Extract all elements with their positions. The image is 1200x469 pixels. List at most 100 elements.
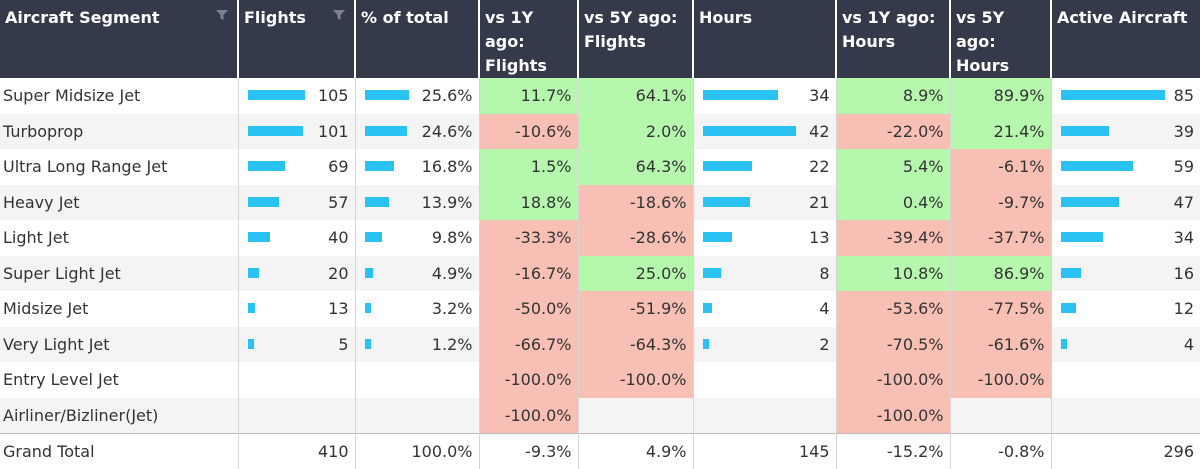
hours-vs-1y-cell: 10.8%: [836, 255, 951, 291]
hours-cell: [693, 362, 837, 398]
header-flights[interactable]: Flights: [238, 0, 356, 78]
hours-vs-1y-cell: 0.4%: [836, 184, 951, 220]
segment-name-cell: Ultra Long Range Jet: [0, 149, 239, 185]
hours-vs-1y-cell: -100.0%: [836, 362, 951, 398]
pct-total-cell-bar: [364, 232, 382, 242]
pct-total-cell: 4.9%: [355, 255, 480, 291]
active-aircraft-cell: 39: [1051, 113, 1200, 149]
table-row[interactable]: Entry Level Jet -100.0% -100.0% -100.0% -100…: [0, 362, 1200, 398]
pct-total-cell-bar: [364, 90, 409, 100]
total-hours: 145: [693, 432, 837, 469]
header-label: vs 5Y ago:: [956, 8, 1005, 51]
active-aircraft-cell-value: 4: [1183, 334, 1194, 354]
active-aircraft-cell-value: 39: [1173, 121, 1194, 141]
flights-cell: [238, 397, 356, 433]
hours-vs-1y-cell: -70.5%: [836, 326, 951, 362]
active-aircraft-cell: [1051, 362, 1200, 398]
flights-cell-value: 69: [328, 157, 349, 177]
sort-filter-icon[interactable]: [332, 5, 346, 20]
segment-name-cell: Turboprop: [0, 113, 239, 149]
table-row[interactable]: Light Jet 40 9.8% -33.3% -28.6% 13 -39.4% -37.7…: [0, 220, 1200, 256]
active-aircraft-cell-value: 34: [1173, 228, 1194, 248]
pct-total-cell: 16.8%: [355, 149, 480, 185]
hours-vs-5y-cell: -9.7%: [950, 184, 1052, 220]
table-body: Super Midsize Jet 105 25.6% 11.7% 64.1% 34 8.9…: [0, 78, 1200, 469]
header-label-line2: Hours: [956, 56, 1010, 75]
header-label: vs 1Y ago:: [842, 8, 936, 27]
table-row[interactable]: Turboprop 101 24.6% -10.6% 2.0% 42 -22.0% 21.4%…: [0, 113, 1200, 149]
table-row[interactable]: Heavy Jet 57 13.9% 18.8% -18.6% 21 0.4% -9.7% 47: [0, 184, 1200, 220]
header-flights-vs-1y[interactable]: vs 1Y ago: Flights: [479, 0, 579, 78]
flights-vs-1y-cell: 11.7%: [479, 78, 579, 114]
table-row[interactable]: Midsize Jet 13 3.2% -50.0% -51.9% 4 -53.6% -77.…: [0, 291, 1200, 327]
hours-cell-value: 22: [809, 157, 830, 177]
hours-cell-bar: [702, 125, 796, 136]
pct-total-cell-bar: [364, 161, 394, 171]
flights-vs-5y-cell: -100.0%: [578, 362, 694, 398]
flights-cell: 20: [238, 255, 356, 291]
hours-cell-bar: [702, 267, 721, 278]
header-label: vs 5Y ago:: [584, 8, 678, 27]
table-row[interactable]: Ultra Long Range Jet 69 16.8% 1.5% 64.3% 22 5.…: [0, 149, 1200, 185]
hours-vs-1y-cell: 5.4%: [836, 149, 951, 185]
active-aircraft-cell-value: 16: [1173, 263, 1194, 283]
pct-total-cell: 3.2%: [355, 291, 480, 327]
hours-vs-1y-cell: -22.0%: [836, 113, 951, 149]
hours-cell-bar: [702, 338, 709, 349]
pct-total-cell: [355, 362, 480, 398]
header-aircraft-segment[interactable]: Aircraft Segment: [0, 0, 239, 78]
flights-cell-bar: [247, 90, 305, 100]
total-pct: 100.0%: [355, 432, 480, 469]
header-active-aircraft[interactable]: Active Aircraft: [1051, 0, 1200, 78]
hours-cell-value: 34: [809, 86, 830, 106]
table-row[interactable]: Super Midsize Jet 105 25.6% 11.7% 64.1% 34 8.9…: [0, 78, 1200, 114]
hours-cell-bar: [702, 161, 752, 171]
header-pct-total[interactable]: % of total: [355, 0, 480, 78]
flights-vs-5y-cell: 25.0%: [578, 255, 694, 291]
header-hours[interactable]: Hours: [693, 0, 837, 78]
header-hours-vs-1y[interactable]: vs 1Y ago: Hours: [836, 0, 951, 78]
pct-total-cell: 1.2%: [355, 326, 480, 362]
total-active-aircraft: 296: [1051, 432, 1200, 469]
hours-vs-1y-cell: 8.9%: [836, 78, 951, 114]
table-row[interactable]: Airliner/Bizliner(Jet) -100.0% -100.0%: [0, 397, 1200, 433]
segment-name-cell: Airliner/Bizliner(Jet): [0, 397, 239, 433]
hours-cell-bar: [702, 196, 750, 207]
table-row[interactable]: Super Light Jet 20 4.9% -16.7% 25.0% 8 10.8% 86…: [0, 255, 1200, 291]
flights-cell: 40: [238, 220, 356, 256]
hours-vs-5y-cell: 21.4%: [950, 113, 1052, 149]
active-aircraft-cell: 34: [1051, 220, 1200, 256]
pct-total-cell-value: 16.8%: [421, 157, 473, 177]
total-hours-vs-1y: -15.2%: [836, 432, 951, 469]
hours-cell: 4: [693, 291, 837, 327]
table-row[interactable]: Very Light Jet 5 1.2% -66.7% -64.3% 2 -70.5% -6…: [0, 326, 1200, 362]
sort-filter-icon[interactable]: [215, 5, 229, 20]
hours-vs-5y-cell: -6.1%: [950, 149, 1052, 185]
hours-vs-1y-cell: -39.4%: [836, 220, 951, 256]
hours-cell: 8: [693, 255, 837, 291]
hours-cell-value: 8: [819, 263, 830, 283]
total-flights-vs-1y: -9.3%: [479, 432, 579, 469]
flights-cell-bar: [247, 338, 254, 349]
hours-cell-value: 4: [819, 299, 830, 319]
header-label: Aircraft Segment: [5, 8, 160, 27]
active-aircraft-cell: 59: [1051, 149, 1200, 185]
grand-total-row: Grand Total 410 100.0% -9.3% 4.9% 145 -15.2% -0…: [0, 432, 1200, 469]
pct-total-cell-value: 1.2%: [431, 334, 473, 354]
active-aircraft-cell-bar: [1060, 125, 1109, 136]
flights-vs-5y-cell: 2.0%: [578, 113, 694, 149]
hours-vs-5y-cell: -37.7%: [950, 220, 1052, 256]
flights-vs-1y-cell: -10.6%: [479, 113, 579, 149]
header-hours-vs-5y[interactable]: vs 5Y ago: Hours: [950, 0, 1052, 78]
flights-vs-1y-cell: -100.0%: [479, 362, 579, 398]
pct-total-cell-bar: [364, 303, 371, 313]
pct-total-cell-bar: [364, 196, 389, 207]
flights-vs-5y-cell: -51.9%: [578, 291, 694, 327]
header-flights-vs-5y[interactable]: vs 5Y ago: Flights: [578, 0, 694, 78]
active-aircraft-cell: [1051, 397, 1200, 433]
total-flights: 410: [238, 432, 356, 469]
flights-cell: 5: [238, 326, 356, 362]
active-aircraft-cell-value: 85: [1173, 86, 1194, 106]
pct-total-cell-value: 13.9%: [421, 192, 473, 212]
